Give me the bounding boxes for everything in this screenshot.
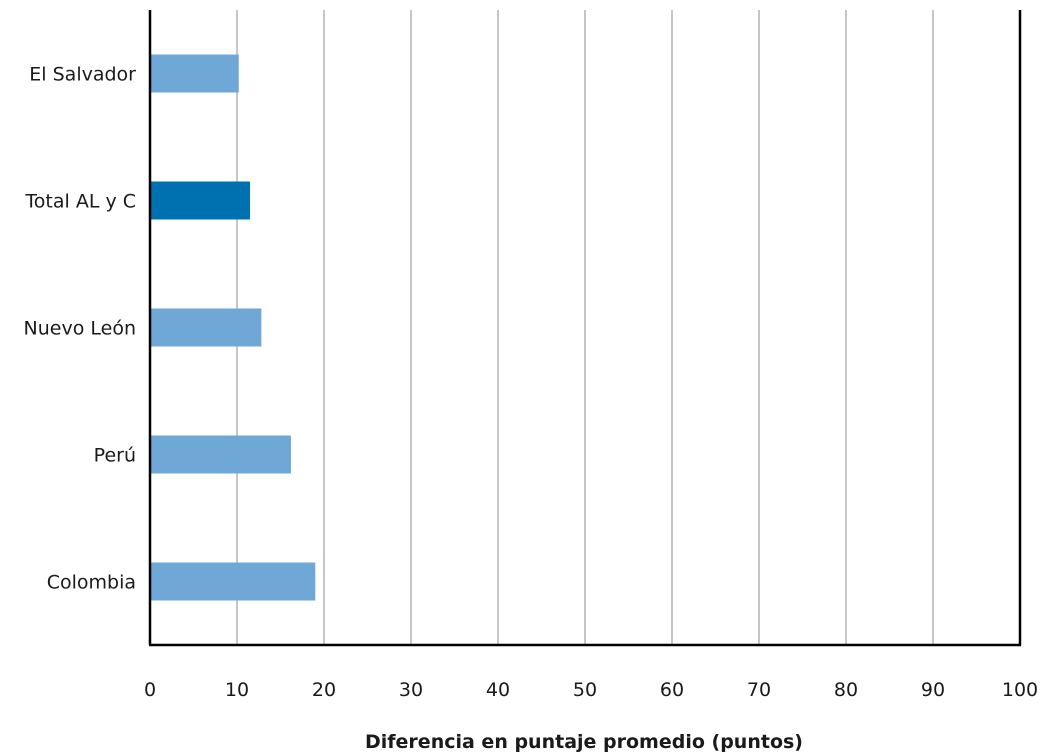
x-tick-label: 100 [1002, 679, 1038, 701]
x-tick-label: 10 [225, 679, 249, 701]
x-tick-labels: 0 10 20 30 40 50 60 70 80 90 100 [144, 679, 1038, 701]
category-label: Total AL y C [24, 191, 136, 213]
category-labels: El Salvador Total AL y C Nuevo León Perú Col… [24, 64, 137, 594]
x-tick-label: 80 [834, 679, 858, 701]
bar-nuevo-le-n [150, 308, 262, 347]
x-tick-label: 90 [921, 679, 945, 701]
x-tick-label: 20 [312, 679, 336, 701]
grid-lines [236, 10, 1021, 645]
axes [148, 10, 1022, 647]
bars [150, 54, 316, 601]
bar-colombia [150, 562, 316, 601]
bar-el-salvador [150, 54, 239, 93]
x-tick-label: 0 [144, 679, 156, 701]
x-tick-label: 60 [660, 679, 684, 701]
category-label: Perú [94, 445, 136, 467]
x-axis-title: Diferencia en puntaje promedio (puntos) [365, 731, 803, 753]
x-tick-label: 50 [573, 679, 597, 701]
x-tick-label: 30 [399, 679, 423, 701]
category-label: Nuevo León [24, 318, 136, 340]
bar-per- [150, 435, 291, 474]
category-label: Colombia [47, 572, 136, 594]
bar-total-al-y-c [150, 181, 251, 220]
x-tick-label: 70 [747, 679, 771, 701]
category-label: El Salvador [29, 64, 136, 86]
x-tick-label: 40 [486, 679, 510, 701]
